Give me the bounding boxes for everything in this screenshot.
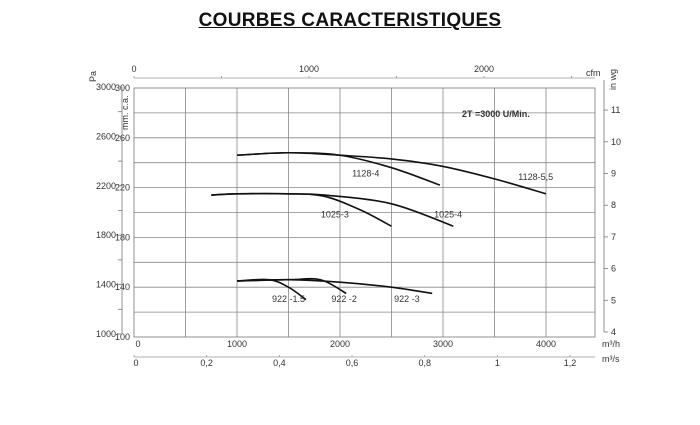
- curve-label: 1128-4: [352, 168, 379, 178]
- y-tick-label-inwg: 10: [611, 137, 621, 147]
- y-tick-label-pa: 3000: [96, 82, 116, 92]
- y-axis-unit-pa: Pa: [88, 71, 98, 82]
- curve-label: 922 -1.5: [272, 294, 305, 304]
- x-axis-unit-m3s: m³/s: [602, 354, 620, 364]
- y-tick-label-inwg: 6: [611, 264, 616, 274]
- y-tick-label-pa: 1000: [96, 329, 116, 339]
- curve-label: 1025-3: [321, 209, 349, 219]
- y-tick-label-inwg: 11: [611, 105, 620, 115]
- y-tick-label-pa: 2600: [96, 131, 116, 141]
- x-tick-label-m3s: 1: [495, 358, 500, 368]
- y-tick-label-inwg: 8: [611, 200, 616, 210]
- speed-annotation: 2T =3000 U/Min.: [462, 109, 530, 119]
- x-tick-label-m3s: 0,6: [346, 358, 359, 368]
- x-tick-label-cfm: 2000: [474, 64, 494, 74]
- chart-title: COURBES CARACTERISTIQUES: [198, 10, 502, 31]
- y-tick-label-pa: 2200: [96, 181, 116, 191]
- curve-label: 1025-4: [434, 209, 462, 219]
- x-tick-label-m3h: 4000: [536, 339, 556, 349]
- x-tick-label-m3s: 0,2: [200, 358, 213, 368]
- x-tick-label-m3h: 0: [135, 339, 140, 349]
- y-tick-label-mm: 180: [115, 232, 130, 242]
- y-tick-label-inwg: 9: [611, 169, 616, 179]
- y-tick-label-inwg: 4: [611, 327, 616, 337]
- y-tick-label-mm: 100: [115, 332, 130, 342]
- x-tick-label-m3h: 1000: [227, 339, 247, 349]
- curve-label: 922 -3: [394, 294, 420, 304]
- x-tick-label-m3s: 0: [133, 358, 138, 368]
- y-tick-label-inwg: 5: [611, 295, 616, 305]
- x-tick-label-cfm: 1000: [299, 64, 319, 74]
- plot-frame: [133, 87, 596, 338]
- curve-922-2: [236, 277, 347, 295]
- y-tick-label-pa: 1400: [96, 280, 116, 290]
- y-tick-label-mm: 220: [115, 183, 130, 193]
- curve-label: 922 -2: [331, 294, 357, 304]
- x-axis-unit-cfm: cfm: [586, 68, 601, 78]
- y-axis-unit-inwg: in wg: [608, 69, 618, 90]
- curve-1128-4: [236, 151, 441, 186]
- y-tick-label-mm: 260: [115, 133, 130, 143]
- y-tick-label-inwg: 7: [611, 232, 616, 242]
- x-tick-label-m3s: 0,8: [418, 358, 431, 368]
- x-tick-label-m3h: 3000: [433, 339, 453, 349]
- x-tick-label-m3s: 0,4: [273, 358, 286, 368]
- y-tick-label-pa: 1800: [96, 230, 116, 240]
- curve-922-1-5: [236, 278, 307, 301]
- x-tick-label-m3h: 2000: [330, 339, 350, 349]
- y-tick-label-mm: 300: [115, 83, 130, 93]
- curve-label: 1128-5,5: [518, 172, 553, 182]
- y-axis-unit-mm: mm. c.a.: [120, 95, 130, 130]
- curve-1025-3: [211, 192, 392, 227]
- x-tick-label-cfm: 0: [131, 64, 136, 74]
- x-axis-unit-m3h: m³/h: [602, 339, 620, 349]
- x-tick-label-m3s: 1,2: [564, 358, 577, 368]
- y-tick-label-mm: 140: [115, 282, 130, 292]
